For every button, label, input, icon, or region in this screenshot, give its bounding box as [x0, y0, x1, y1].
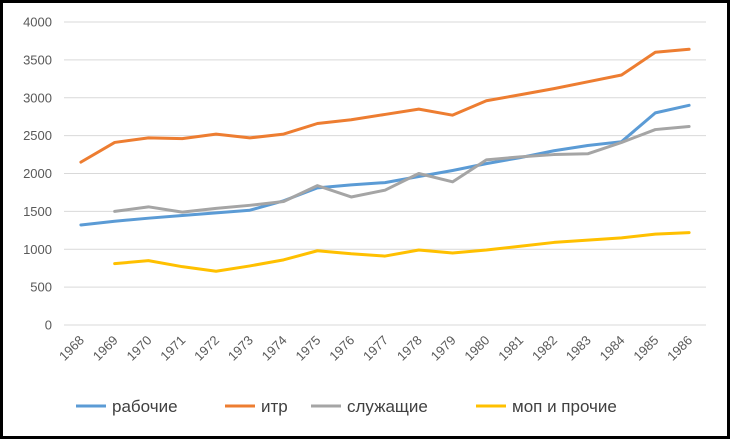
y-tick-label: 1000	[23, 242, 52, 257]
x-tick-label: 1972	[191, 333, 222, 364]
legend: рабочие итр служащие моп и прочие	[76, 397, 617, 416]
legend-label: рабочие	[112, 397, 178, 416]
gridlines	[64, 21, 706, 326]
x-axis-ticks: 1968 1969 1970 1971 1972 1973 1974 1975 1976 1977…	[56, 333, 695, 364]
x-tick-label: 1981	[495, 333, 526, 364]
line-chart: 0 500 1000 1500 2000 2500 3000 3500 4000 1968 196…	[23, 15, 706, 416]
x-tick-label: 1984	[597, 333, 628, 364]
x-tick-label: 1985	[630, 333, 661, 364]
legend-item: рабочие	[76, 397, 178, 416]
y-tick-label: 3500	[23, 52, 52, 67]
legend-label: итр	[261, 397, 288, 416]
x-tick-label: 1973	[225, 333, 256, 364]
y-tick-label: 4000	[23, 15, 52, 30]
x-tick-label: 1975	[292, 333, 323, 364]
series-line-2	[113, 125, 691, 214]
x-tick-label: 1968	[56, 333, 87, 364]
x-tick-label: 1977	[360, 333, 391, 364]
x-tick-label: 1983	[563, 333, 594, 364]
x-tick-label: 1970	[124, 333, 155, 364]
series-line-1	[79, 47, 691, 164]
y-tick-label: 2000	[23, 166, 52, 181]
x-tick-label: 1980	[461, 333, 492, 364]
y-tick-label: 2500	[23, 128, 52, 143]
x-tick-label: 1971	[157, 333, 188, 364]
legend-item: моп и прочие	[476, 397, 617, 416]
x-tick-label: 1974	[259, 333, 290, 364]
series-line-3	[113, 231, 691, 273]
y-tick-label: 0	[45, 318, 52, 333]
y-tick-label: 500	[30, 280, 52, 295]
x-tick-label: 1979	[428, 333, 459, 364]
chart-panel: 0 500 1000 1500 2000 2500 3000 3500 4000 1968 196…	[3, 3, 727, 436]
x-tick-label: 1978	[394, 333, 425, 364]
legend-item: итр	[225, 397, 288, 416]
legend-label: моп и прочие	[512, 397, 617, 416]
series-line-0	[79, 103, 691, 227]
x-tick-label: 1982	[529, 333, 560, 364]
y-tick-label: 3000	[23, 90, 52, 105]
y-tick-label: 1500	[23, 204, 52, 219]
y-axis-ticks: 0 500 1000 1500 2000 2500 3000 3500 4000	[23, 15, 52, 333]
legend-label: служащие	[347, 397, 428, 416]
x-tick-label: 1986	[664, 333, 695, 364]
series-lines	[79, 47, 691, 273]
x-tick-label: 1976	[326, 333, 357, 364]
x-tick-label: 1969	[90, 333, 121, 364]
legend-item: служащие	[311, 397, 428, 416]
